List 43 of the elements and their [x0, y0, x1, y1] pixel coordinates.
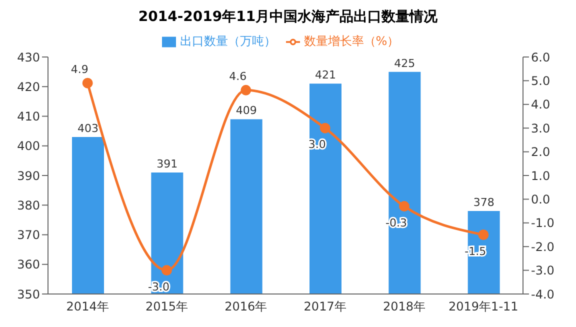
legend-label: 出口数量（万吨）: [180, 34, 276, 48]
point: [399, 201, 410, 212]
y2-tick-label: 6.0: [531, 50, 550, 64]
point: [320, 122, 330, 134]
y-tick-label: 380: [17, 198, 40, 212]
y-tick-label: 350: [17, 287, 40, 302]
y2-tick-label: -4.0: [531, 287, 554, 302]
data-label: 409: [236, 104, 257, 118]
y-tick-label: 420: [17, 80, 40, 94]
y-tick-label: 370: [17, 228, 40, 242]
y2-tick-label: 5.0: [531, 74, 550, 88]
x-tick-label: 2019年1-11: [448, 300, 518, 314]
x-tick-label: 2014年: [66, 300, 109, 314]
point: [82, 78, 93, 88]
data-label: 425: [394, 56, 416, 70]
y2-tick-label: 0.0: [531, 192, 550, 206]
y2-tick-label: 3.0: [531, 121, 550, 136]
x-tick-label: 2017年: [304, 300, 346, 314]
y2-tick-label: -2.0: [531, 240, 554, 254]
data-label: 4.6: [229, 70, 247, 84]
legend-label: 数量增长率（%）: [304, 34, 400, 48]
x-tick-label: 2015年: [145, 300, 188, 314]
data-label: 4.9: [70, 63, 88, 76]
data-label: 421: [315, 68, 336, 82]
y-tick-label: 430: [17, 50, 40, 64]
chart-title: 2014-2019年11月中国水海产品出口数量情况: [137, 8, 439, 27]
point: [478, 230, 489, 240]
x-tick-label: 2018年: [382, 300, 426, 314]
data-label: 378: [473, 196, 494, 210]
y-tick-label: 390: [17, 168, 40, 183]
y2-tick-label: -3.0: [531, 264, 554, 278]
y2-tick-label: 2.0: [531, 145, 550, 160]
x-tick-label: 2016年: [224, 300, 268, 314]
y2-tick-label: -1.0: [531, 216, 554, 230]
point: [240, 84, 252, 96]
data-label: 403: [78, 122, 98, 135]
data-label: 391: [156, 158, 178, 171]
y-tick-label: 400: [17, 139, 40, 154]
y2-tick-label: 4.0: [531, 98, 550, 112]
y-tick-label: 360: [17, 258, 40, 272]
y-tick-label: 410: [17, 110, 40, 124]
y2-tick-label: 1.0: [531, 168, 550, 183]
point: [162, 265, 172, 276]
